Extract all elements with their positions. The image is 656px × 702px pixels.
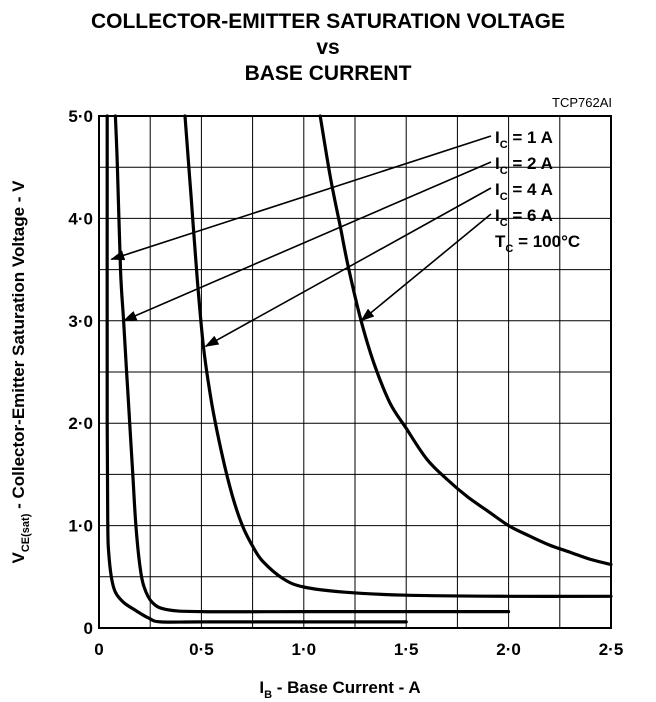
y-tick-label: 5·0	[68, 107, 93, 126]
chart-title-line-2: vs	[316, 36, 340, 59]
series-arrow-1	[110, 135, 492, 261]
series-line-3	[183, 114, 613, 598]
chart-title-line-3: BASE CURRENT	[244, 62, 412, 85]
series-arrow-2	[122, 161, 492, 322]
y-tick-label: 2·0	[68, 414, 93, 433]
series-curves	[105, 114, 613, 624]
x-tick-label: 2·0	[496, 640, 521, 659]
chart-title-line-1: COLLECTOR-EMITTER SATURATION VOLTAGE	[90, 10, 566, 33]
figure-code: TCP762AI	[552, 95, 612, 110]
x-axis-label: IB - Base Current - A	[259, 678, 420, 701]
condition-label: TC = 100°C	[495, 232, 580, 255]
series-arrow-4	[360, 213, 492, 322]
x-tick-label: 1·0	[292, 640, 317, 659]
y-tick-label: 1·0	[68, 517, 93, 536]
x-tick-label: 1·5	[394, 640, 419, 659]
y-tick-label: 0	[84, 619, 93, 638]
x-tick-label: 2·5	[599, 640, 624, 659]
series-labels: IC = 1 A IC = 2 A IC = 4 A IC = 6 A TC = 100…	[495, 128, 580, 255]
series-line-1	[105, 114, 408, 624]
series-label-4: IC = 6 A	[495, 206, 553, 229]
series-label-1: IC = 1 A	[495, 128, 553, 151]
series-label-2: IC = 2 A	[495, 154, 553, 177]
y-tick-label: 3·0	[68, 312, 93, 331]
series-line-4	[318, 114, 613, 567]
series-arrow-3	[204, 187, 492, 348]
grid	[99, 116, 611, 628]
series-arrows	[110, 135, 492, 348]
plot-frame	[98, 115, 612, 629]
series-line-2	[113, 114, 511, 614]
x-tick-label: 0	[94, 640, 103, 659]
axis-ticks: 0 0·5 1·0 1·5 2·0 2·5 0 1·0 2·0 3·0 4·0 5·0	[68, 107, 623, 659]
x-tick-label: 0·5	[189, 640, 214, 659]
y-tick-label: 4·0	[68, 209, 93, 228]
y-axis-label: VCE(sat) - Collector-Emitter Saturation …	[9, 180, 32, 564]
series-label-3: IC = 4 A	[495, 180, 553, 203]
